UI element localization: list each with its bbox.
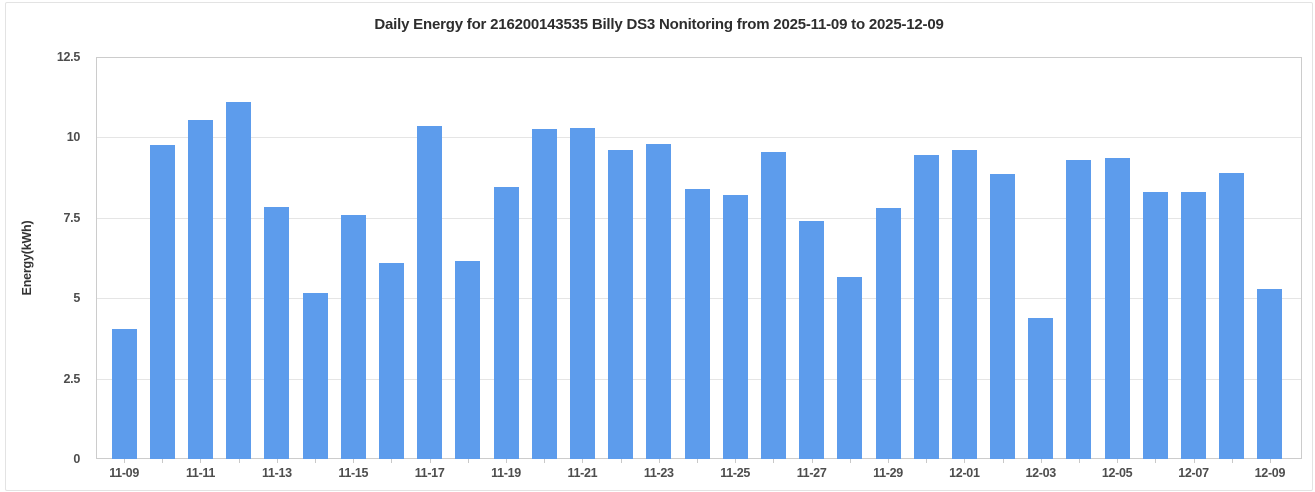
x-axis-tick-11-20 xyxy=(544,459,545,463)
energy-bar-11-11[interactable] xyxy=(188,119,213,459)
x-axis-tick-11-17 xyxy=(430,459,431,463)
y-axis-label-2.5: 2.5 xyxy=(63,372,81,386)
energy-bar-11-17[interactable] xyxy=(417,126,443,459)
x-axis-tick-11-25 xyxy=(735,459,736,463)
x-axis-tick-11-09 xyxy=(124,459,125,463)
x-axis-tick-11-15 xyxy=(353,459,354,463)
energy-bar-12-03[interactable] xyxy=(1028,317,1054,459)
y-axis-label-12.5: 12.5 xyxy=(56,50,80,64)
x-axis-label-11-27: 11-27 xyxy=(796,466,827,480)
x-axis-tick-11-26 xyxy=(773,459,774,463)
energy-bar-12-06[interactable] xyxy=(1142,192,1168,459)
x-axis-tick-11-10 xyxy=(162,459,163,463)
energy-bar-11-19[interactable] xyxy=(493,187,519,459)
energy-bar-11-26[interactable] xyxy=(760,151,786,459)
x-axis-tick-11-18 xyxy=(468,459,469,463)
x-axis-label-12-09: 12-09 xyxy=(1254,466,1286,480)
x-axis-tick-11-14 xyxy=(315,459,316,463)
energy-bar-11-14[interactable] xyxy=(302,293,328,459)
energy-bar-12-07[interactable] xyxy=(1181,192,1206,459)
x-axis-tick-12-01 xyxy=(964,459,965,463)
y-axis-label-0: 0 xyxy=(73,452,80,466)
energy-bar-11-24[interactable] xyxy=(684,188,710,459)
x-axis-label-11-09: 11-09 xyxy=(109,466,139,480)
x-axis-label-12-01: 12-01 xyxy=(949,466,980,480)
x-axis-label-12-05: 12-05 xyxy=(1101,466,1133,480)
x-axis-label-11-15: 11-15 xyxy=(338,466,369,480)
x-axis-tick-11-22 xyxy=(621,459,622,463)
x-axis-tick-11-27 xyxy=(812,459,813,463)
x-axis-tick-12-08 xyxy=(1232,459,1233,463)
x-axis-tick-11-21 xyxy=(582,459,583,463)
energy-bar-11-10[interactable] xyxy=(149,145,175,459)
energy-bar-11-22[interactable] xyxy=(608,150,634,459)
x-axis-label-11-19: 11-19 xyxy=(491,466,521,480)
y-axis-title: Energy(kWh) xyxy=(20,220,34,296)
x-axis-tick-11-11 xyxy=(200,459,201,463)
x-axis-label-11-29: 11-29 xyxy=(873,466,903,480)
energy-bar-11-27[interactable] xyxy=(799,221,825,459)
x-axis-tick-11-30 xyxy=(926,459,927,463)
energy-bar-11-12[interactable] xyxy=(226,102,252,459)
x-axis-label-11-17: 11-17 xyxy=(414,466,445,480)
energy-bar-12-09[interactable] xyxy=(1257,288,1283,459)
energy-bar-11-23[interactable] xyxy=(646,143,672,459)
x-axis-tick-12-04 xyxy=(1079,459,1080,463)
x-axis-tick-12-03 xyxy=(1041,459,1042,463)
energy-bar-11-16[interactable] xyxy=(379,262,404,459)
y-axis-label-10: 10 xyxy=(66,130,81,144)
x-axis-label-12-03: 12-03 xyxy=(1025,466,1056,480)
energy-bar-11-21[interactable] xyxy=(569,127,595,459)
x-axis-tick-11-19 xyxy=(506,459,507,463)
x-axis-tick-11-28 xyxy=(850,459,851,463)
energy-bar-11-25[interactable] xyxy=(722,195,748,459)
energy-bar-11-09[interactable] xyxy=(111,328,137,459)
energy-bar-11-13[interactable] xyxy=(264,206,290,459)
x-axis-label-11-21: 11-21 xyxy=(567,466,598,480)
energy-bar-11-15[interactable] xyxy=(340,214,366,459)
x-axis-tick-12-02 xyxy=(1003,459,1004,463)
x-axis-label-11-13: 11-13 xyxy=(262,466,292,480)
x-axis-label-12-07: 12-07 xyxy=(1178,466,1209,480)
energy-bar-12-04[interactable] xyxy=(1066,159,1092,459)
energy-bar-11-30[interactable] xyxy=(913,155,939,459)
x-axis-tick-12-05 xyxy=(1117,459,1118,463)
x-axis-label-11-25: 11-25 xyxy=(720,466,751,480)
energy-bar-11-29[interactable] xyxy=(875,208,901,459)
y-axis-label-5: 5 xyxy=(73,291,80,305)
energy-bar-11-18[interactable] xyxy=(455,261,481,459)
energy-bar-12-08[interactable] xyxy=(1219,172,1245,459)
x-axis-tick-11-23 xyxy=(659,459,660,463)
x-axis-tick-12-07 xyxy=(1194,459,1195,463)
energy-bar-12-05[interactable] xyxy=(1104,158,1130,459)
gridline-10 xyxy=(97,137,1301,138)
x-axis-tick-11-13 xyxy=(277,459,278,463)
x-axis-tick-12-06 xyxy=(1155,459,1156,463)
x-axis-tick-12-09 xyxy=(1270,459,1271,463)
y-axis-label-7.5: 7.5 xyxy=(63,211,81,225)
energy-bar-11-28[interactable] xyxy=(837,277,863,459)
chart-title: Daily Energy for 216200143535 Billy DS3 … xyxy=(374,16,944,33)
energy-bar-12-01[interactable] xyxy=(951,150,977,459)
x-axis-tick-11-29 xyxy=(888,459,889,463)
x-axis-tick-11-24 xyxy=(697,459,698,463)
x-axis-tick-11-16 xyxy=(391,459,392,463)
energy-bar-11-20[interactable] xyxy=(531,129,557,459)
x-axis-label-11-23: 11-23 xyxy=(643,466,674,480)
energy-bar-12-02[interactable] xyxy=(990,174,1015,459)
x-axis-label-11-11: 11-11 xyxy=(185,466,216,480)
x-axis-tick-11-12 xyxy=(239,459,240,463)
